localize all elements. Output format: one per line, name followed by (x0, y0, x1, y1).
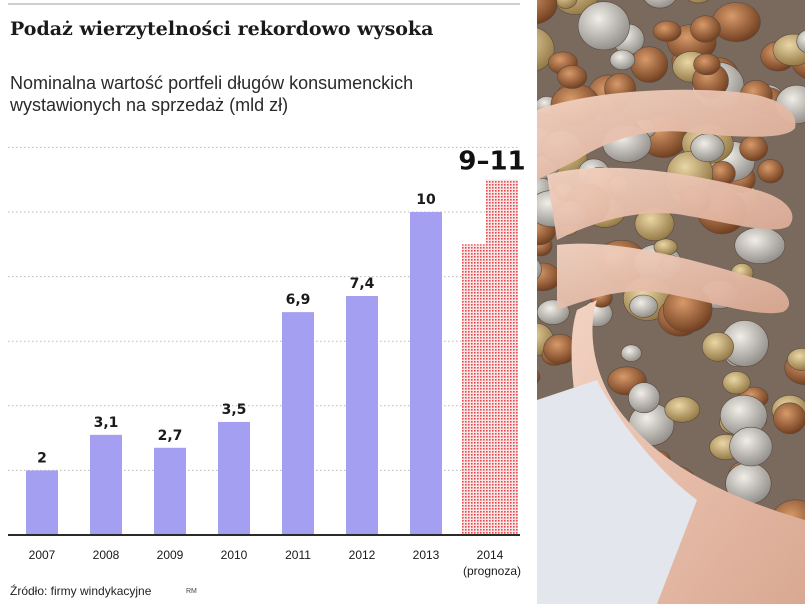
x-tick-label-2013: 2013 (413, 548, 440, 562)
coin (690, 133, 725, 163)
x-tick-label-2014: 2014 (477, 548, 504, 562)
coin (739, 135, 768, 162)
value-label-2009: 2,7 (158, 428, 183, 444)
bar-2012 (346, 295, 378, 535)
coin (757, 159, 784, 184)
coin (620, 344, 642, 362)
x-tick-label-2011: 2011 (285, 548, 311, 562)
coin (628, 382, 661, 414)
coins-hands-photo (537, 0, 805, 604)
coin (537, 259, 542, 280)
value-label-2007: 2 (37, 450, 47, 466)
bar-2007 (26, 470, 58, 535)
coin (687, 0, 709, 4)
source-note: Źródło: firmy windykacyjne (10, 584, 152, 598)
coin (796, 30, 805, 53)
coin (729, 426, 773, 467)
value-label-2012: 7,4 (350, 276, 375, 292)
bar-2013 (410, 212, 442, 535)
chart-subtitle: Nominalna wartość portfeli długów konsum… (10, 72, 510, 116)
top-rule (8, 3, 520, 5)
coin (690, 15, 721, 43)
coin (629, 294, 658, 318)
coin (693, 53, 721, 76)
bar-2011 (282, 312, 314, 535)
coin (722, 371, 751, 395)
coin (664, 396, 701, 423)
bar-2009 (154, 447, 186, 535)
coin (644, 0, 676, 9)
coin (652, 20, 682, 42)
value-label-2011: 6,9 (286, 292, 311, 308)
chart-title: Podaż wierzytelności rekordowo wysoka (10, 18, 434, 40)
subtitle-line-2: wystawionych na sprzedaż (mld zł) (10, 95, 289, 115)
author-initials: RM (186, 588, 197, 595)
forecast-bar-low (462, 244, 486, 536)
x-tick-label-2009: 2009 (157, 548, 184, 562)
coin (577, 1, 630, 51)
x-tick-note-2014: (prognoza) (463, 564, 521, 578)
value-label-2008: 3,1 (94, 415, 119, 431)
coin (557, 65, 588, 89)
x-tick-label-2012: 2012 (349, 548, 376, 562)
bar-2010 (218, 421, 250, 535)
bar-2008 (90, 434, 122, 535)
coin (711, 2, 761, 43)
x-tick-label-2008: 2008 (93, 548, 120, 562)
forecast-value-label: 9–11 (458, 147, 525, 177)
coin (630, 46, 669, 83)
x-tick-label-2010: 2010 (221, 548, 248, 562)
coin (537, 370, 541, 384)
value-label-2013: 10 (416, 192, 436, 208)
coin (787, 348, 805, 371)
subtitle-line-1: Nominalna wartość portfeli długów konsum… (10, 73, 414, 93)
forecast-bar-high (486, 179, 518, 535)
coin (537, 0, 558, 25)
x-tick-label-2007: 2007 (29, 548, 56, 562)
coin (734, 227, 786, 265)
coin (701, 331, 734, 362)
chart-panel: Podaż wierzytelności rekordowo wysoka No… (8, 3, 526, 598)
coin (554, 0, 578, 9)
coin (609, 49, 636, 71)
bar-chart: 2 2007 3,1 2008 2,7 2009 3,5 2010 6,9 2011 7,4 2012… (8, 147, 526, 578)
value-label-2010: 3,5 (222, 402, 247, 418)
coin (773, 402, 805, 435)
